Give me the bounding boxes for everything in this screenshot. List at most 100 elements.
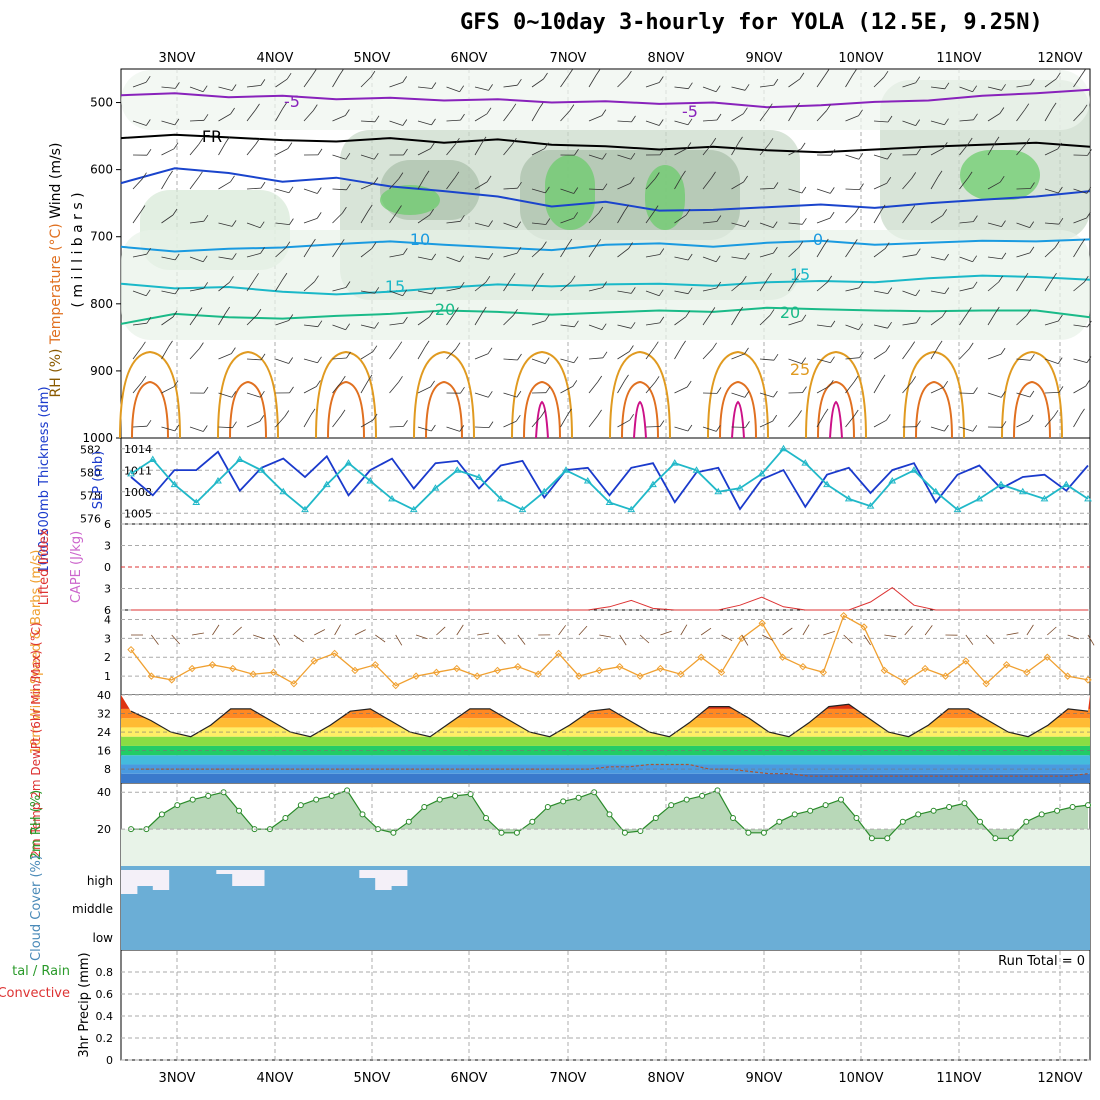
slp-point xyxy=(583,477,592,484)
isotherm-30 xyxy=(1013,380,1051,439)
wind-barb xyxy=(246,253,261,258)
surface-wind-barb xyxy=(660,630,672,636)
wind-barb xyxy=(510,272,516,280)
wind-barb xyxy=(972,425,978,432)
wind-barb xyxy=(360,290,375,294)
slp-point xyxy=(257,466,266,473)
wind-barb xyxy=(845,188,860,190)
wind-barb xyxy=(132,425,148,428)
wind-barb xyxy=(1030,182,1035,189)
rh-point xyxy=(498,829,505,836)
surface-wind-barb xyxy=(782,627,793,636)
wind-barb xyxy=(596,239,602,246)
slp-point xyxy=(148,455,157,462)
surface-wind-barb xyxy=(1047,626,1057,636)
wind-barb xyxy=(374,287,380,294)
wind-barb xyxy=(417,120,432,126)
wind-barb xyxy=(910,341,916,348)
wind-barb xyxy=(255,137,261,145)
wind-barb xyxy=(617,324,632,329)
surface-wind-barb xyxy=(884,634,897,638)
wind-speed-line xyxy=(130,614,1089,687)
wind-barb xyxy=(902,120,916,126)
wind-barb xyxy=(161,148,175,156)
wind-speed-point xyxy=(982,679,990,688)
wind-barb xyxy=(402,248,408,255)
rh-point xyxy=(236,807,242,814)
wind-speed-point xyxy=(534,670,542,678)
wind-barb xyxy=(218,426,233,429)
wind-barb xyxy=(769,309,775,316)
wind-barb xyxy=(659,248,665,255)
surface-wind-barb xyxy=(1026,624,1034,636)
slp-point xyxy=(627,505,636,513)
isotherm-30 xyxy=(229,380,267,439)
wind-barb xyxy=(788,278,797,292)
y-tick-label: 0.8 xyxy=(96,966,114,979)
slp-point xyxy=(1040,494,1049,502)
wind-barb xyxy=(332,381,342,394)
wind-barb xyxy=(880,204,886,212)
surface-wind-barb xyxy=(497,634,506,645)
wind-barb xyxy=(630,322,636,329)
wind-barb xyxy=(474,426,490,428)
surface-wind-barb xyxy=(477,632,490,636)
wind-barb xyxy=(873,290,888,294)
wind-barb xyxy=(858,153,864,160)
wind-barb xyxy=(230,107,235,115)
date-label-bottom: 7NOV xyxy=(550,1071,587,1086)
wind-barb xyxy=(902,322,917,326)
wind-barb xyxy=(312,104,318,111)
wind-barb xyxy=(788,148,802,156)
wind-barb xyxy=(403,420,408,427)
rh-shading xyxy=(960,150,1040,200)
y-tick-label: middle xyxy=(72,902,113,916)
wind-barb xyxy=(517,181,522,189)
wind-barb xyxy=(886,176,892,184)
isotherm-25 xyxy=(315,350,377,439)
wind-barb xyxy=(630,152,636,160)
surface-wind-barb xyxy=(334,624,341,636)
wind-barb xyxy=(942,142,948,149)
wind-barb xyxy=(659,316,665,324)
wind-barb xyxy=(560,110,571,122)
y-tick-label: 700 xyxy=(90,230,113,244)
wind-barb xyxy=(624,374,629,382)
wind-barb xyxy=(246,109,256,122)
slp-point xyxy=(1062,480,1071,488)
wind-barb xyxy=(1057,142,1063,150)
cloud-high-bar xyxy=(391,870,408,886)
wind-barb xyxy=(944,118,949,125)
date-label-top: 11NOV xyxy=(936,51,981,66)
wind-barb xyxy=(731,281,743,292)
wind-barb xyxy=(629,345,634,352)
isotherm-25 xyxy=(119,350,181,439)
surface-wind-barb xyxy=(151,634,159,645)
wind-barb xyxy=(773,78,779,86)
slp-point xyxy=(235,455,244,462)
wind-barb xyxy=(332,74,340,88)
rh-point xyxy=(390,829,397,836)
wind-barb xyxy=(316,212,322,219)
wind-barb xyxy=(937,170,943,178)
wind-barb xyxy=(389,178,400,190)
wind-barb xyxy=(345,109,350,116)
temp-band xyxy=(121,755,1090,765)
wind-barb xyxy=(203,386,209,394)
wind-barb xyxy=(161,386,175,394)
wind-barb xyxy=(474,113,488,122)
isotherm-label: 25 xyxy=(790,360,810,379)
surface-wind-barb xyxy=(517,634,526,645)
chart-title: GFS 0~10day 3-hourly for YOLA (12.5E, 9.… xyxy=(460,10,1043,35)
wind-barb xyxy=(474,142,483,156)
wind-barb xyxy=(716,281,722,289)
slp-point xyxy=(801,459,810,466)
wind-barb xyxy=(417,148,431,156)
wind-speed-point xyxy=(819,668,828,677)
wind-barb xyxy=(446,348,457,360)
wind-barb xyxy=(973,215,978,222)
wind-barb xyxy=(959,426,973,432)
date-label-top: 4NOV xyxy=(257,51,294,66)
wind-barb xyxy=(189,119,205,122)
ylabel-temp: 2m Temp 2m DewPt (6hr Min/Max) (°C) xyxy=(29,622,43,857)
